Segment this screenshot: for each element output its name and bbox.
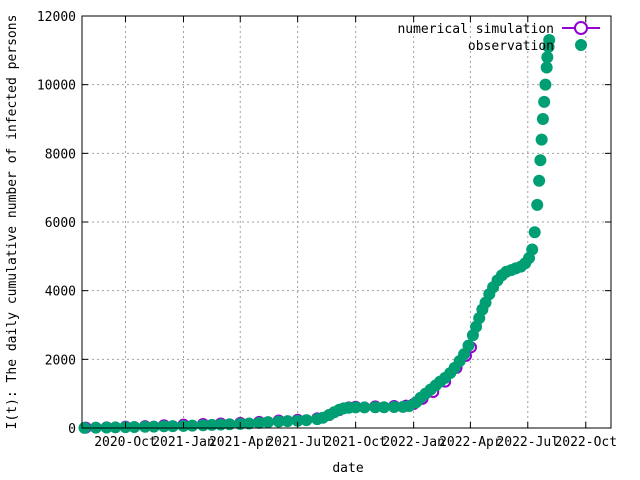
legend-marker-simulation	[574, 21, 588, 35]
observation-point	[543, 34, 556, 47]
legend-label-observation: observation	[468, 39, 554, 54]
legend-marker-observation	[575, 39, 587, 51]
observation-point	[291, 414, 304, 427]
observation-point	[539, 78, 552, 91]
legend: numerical simulation observation	[397, 21, 600, 54]
grid	[82, 16, 611, 428]
observation-point	[128, 420, 141, 433]
y-tick-label: 2000	[45, 353, 76, 368]
y-tick-label: 12000	[37, 10, 76, 25]
observation-point	[378, 401, 391, 414]
observation-point	[536, 113, 549, 125]
observation-point	[388, 401, 401, 414]
observation-point	[533, 174, 546, 187]
observation-point	[253, 416, 266, 429]
y-tick-label: 6000	[45, 216, 76, 231]
observation-point	[540, 61, 553, 74]
x-tick-label: 2022-Apr	[439, 435, 502, 450]
observation-point	[526, 243, 539, 256]
observation-point	[109, 421, 122, 434]
observation-point	[528, 226, 541, 239]
observation-point	[262, 416, 275, 429]
observation-point	[243, 417, 256, 430]
observation-point	[186, 419, 199, 432]
y-tick-label: 0	[68, 422, 76, 437]
x-tick-label: 2021-Oct	[324, 435, 387, 450]
y-tick-label: 4000	[45, 285, 76, 300]
observation-point	[535, 133, 548, 146]
x-axis-label: date	[332, 461, 363, 476]
x-tick-label: 2022-Jul	[496, 435, 559, 450]
axis-ticks: 0200040006000800010000120002020-Oct2021-…	[37, 10, 617, 450]
plot-area	[78, 34, 556, 434]
y-tick-label: 8000	[45, 147, 76, 162]
x-tick-label: 2022-Oct	[554, 435, 617, 450]
observation-point	[272, 415, 285, 428]
legend-label-simulation: numerical simulation	[397, 22, 554, 37]
observation-point	[531, 198, 544, 211]
observation-point	[300, 414, 313, 427]
observation-point	[166, 420, 179, 433]
plot-frame	[81, 15, 612, 429]
observation-point	[157, 420, 170, 433]
x-tick-label: 2021-Jan	[152, 435, 215, 450]
x-tick-label: 2022-Jan	[382, 435, 445, 450]
observation-point	[369, 401, 382, 414]
observation-point	[147, 420, 160, 433]
observation-point	[358, 401, 371, 414]
x-tick-label: 2021-Jul	[266, 435, 329, 450]
observation-point	[281, 415, 294, 428]
observation-point	[223, 418, 236, 431]
y-axis-label: I(t): The daily cumulative number of inf…	[5, 15, 20, 430]
x-tick-label: 2020-Oct	[94, 435, 157, 450]
observation-point	[534, 154, 547, 167]
x-tick-label: 2021-Apr	[209, 435, 272, 450]
observation-point	[349, 401, 362, 414]
y-tick-label: 10000	[37, 79, 76, 94]
observation-point	[541, 51, 554, 64]
observation-point	[100, 421, 113, 434]
observation-point	[139, 420, 152, 433]
observation-point	[462, 339, 475, 352]
observation-point	[538, 95, 551, 108]
